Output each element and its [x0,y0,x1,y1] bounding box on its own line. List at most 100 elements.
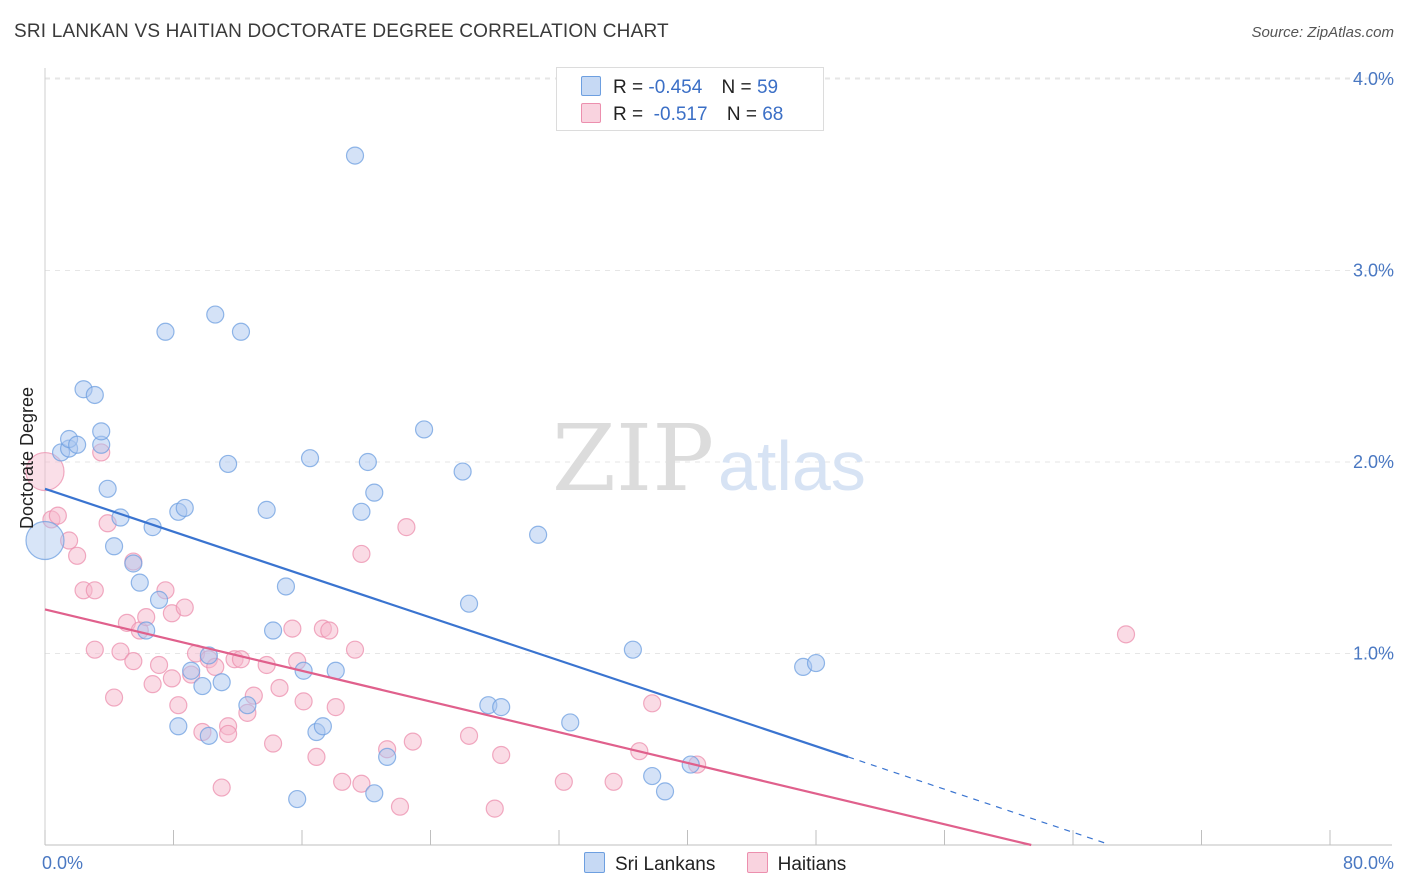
legend-row-sri-lankans: R = -0.454 N = 59 [581,76,778,99]
haitians-point [320,621,339,640]
haitians-point [485,799,504,818]
haitians-point [604,772,623,791]
sri-lankans-point [288,789,307,809]
sri-lankans-point [231,322,251,341]
y-axis-label: Doctorate Degree [17,387,37,529]
legend-swatch-blue [581,76,601,96]
sri-lankans-point [137,621,156,640]
sri-lankans-point [25,520,65,561]
sri-lankans-point [104,537,124,556]
haitians-point [175,598,194,617]
n-value: 68 [762,104,784,125]
watermark: ZIP atlas [552,405,866,512]
sri-lankans-point [529,525,548,544]
legend-swatch-pink [746,852,768,873]
haitians-point [270,678,289,698]
watermark-atlas: atlas [718,427,866,505]
haitians-point [352,774,371,793]
haitians-point [294,692,313,711]
sri-lankans-point [561,713,580,732]
sri-lankans-point [459,594,479,613]
sri-lankans-point [199,726,218,745]
sri-lankans-point [263,621,283,640]
axes [44,68,1392,846]
sri-lankans-point [175,498,194,518]
legend-swatch-blue [584,852,605,873]
sri-lankans-point [358,452,377,472]
grid-lines [45,77,1392,654]
haitians-point [263,734,283,753]
sri-lankans-point [365,784,384,803]
sri-lankans-point [98,479,117,498]
sri-lankans-point [156,322,175,341]
sri-lankans-point [182,661,201,680]
haitians-point [326,698,345,717]
r-value: -0.454 [648,77,703,98]
sri-lankans-point [276,577,296,596]
legend-item-sri-lankans: Sri Lankans [584,852,715,876]
haitians-trend-line [44,608,1032,847]
sri-lankans-point [655,782,675,801]
legend-item-haitians: Haitians [746,852,847,876]
haitians-point [124,652,143,671]
sri-lankans-point [92,422,111,441]
haitians-point [48,506,67,525]
haitians-point [212,778,231,797]
sri-lankans-point [149,590,169,609]
sri-lankans-point [124,554,143,573]
tick-labels: 1.0% 2.0% 3.0% 4.0% 0.0% 80.0% [42,69,1394,873]
haitians-point [68,546,87,565]
sri-lankans-point [453,462,472,481]
sri-lankans-point [378,747,397,767]
y-tick-label: 4.0% [1353,69,1394,89]
sri-lankans-point [492,698,511,717]
haitians-point [352,544,371,564]
sri-lankans-point [68,435,87,454]
haitians-point [104,688,124,707]
sri-lankans-point [806,653,826,673]
x-tick-label: 0.0% [42,853,83,873]
sri-lankans-point [623,640,642,659]
sri-lankans-point [414,420,434,439]
n-value: 59 [756,77,779,98]
haitians-point [390,797,410,816]
sri-lankans-point [300,449,320,468]
chart-title: SRI LANKAN VS HAITIAN DOCTORATE DEGREE C… [14,21,669,42]
haitians-point [403,732,422,751]
legend-label: Sri Lankans [615,854,716,875]
haitians-point [162,669,181,688]
sri-lankans-point [85,385,104,405]
sri-lankans-trend-line [44,487,849,758]
sri-lankans-point [206,305,225,324]
sri-lankans-point [219,454,238,474]
haitians-point [231,650,251,669]
series-legend: Sri Lankans Haitians [584,852,872,876]
r-label: R = [613,77,644,98]
r-value: -0.517 [648,104,708,125]
sri-lankans-point [365,483,384,502]
haitians-point [149,655,169,675]
sri-lankans-point [130,573,149,592]
legend-label: Haitians [777,854,847,875]
haitians-point [85,581,104,600]
legend-swatch-pink [581,103,601,123]
haitians-point [492,745,511,765]
haitians-point [25,451,65,492]
sri-lankans-point [212,673,231,692]
haitians-point [85,640,104,659]
haitians-point [397,518,416,537]
haitians-point [143,675,162,694]
sri-lankans-point [193,676,212,696]
sri-lankans-points [25,146,826,809]
haitians-point [333,772,352,791]
haitians-point [643,694,662,713]
x-tick-label: 80.0% [1343,853,1394,873]
correlation-legend: R = -0.454 N = 59 R = -0.517 N = 68 [556,67,824,131]
sri-lankans-point [643,766,662,786]
haitians-point [59,531,79,550]
n-label: N = [721,77,752,98]
haitians-point [283,619,302,638]
y-tick-label: 1.0% [1353,644,1394,664]
sri-lankans-point [238,696,257,715]
